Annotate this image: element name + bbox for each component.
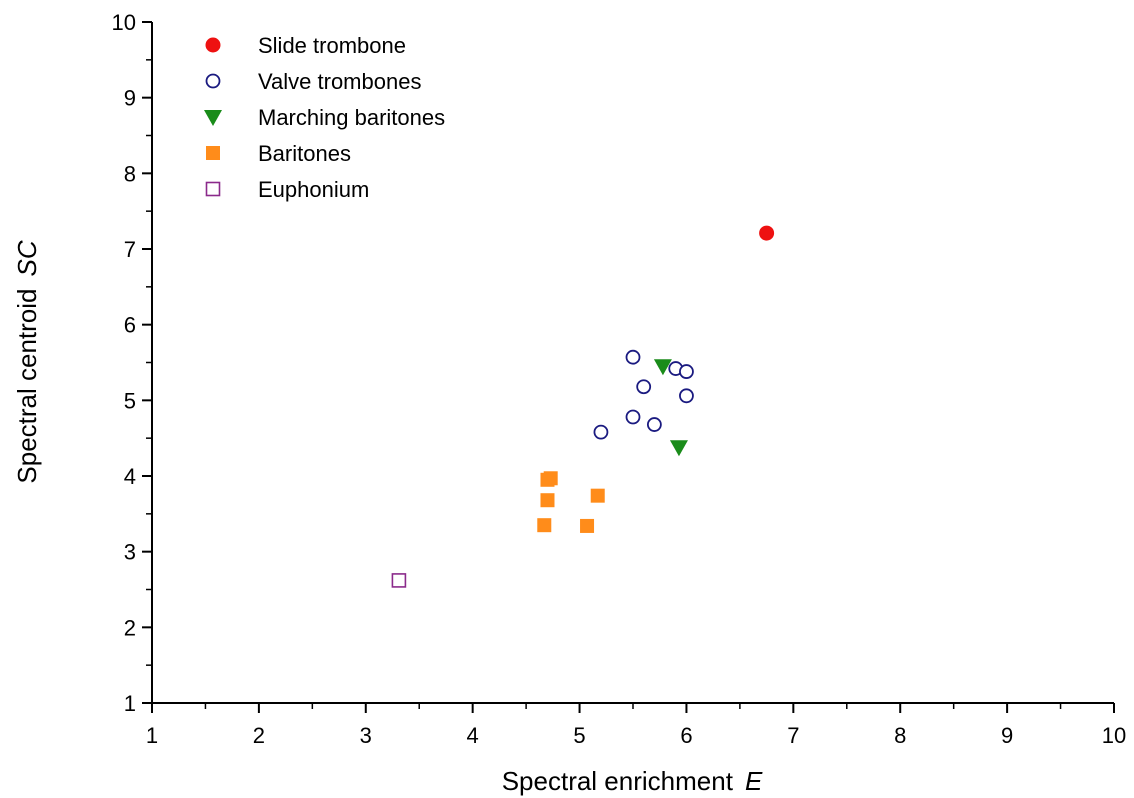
legend-marker (205, 37, 221, 53)
y-tick-label: 5 (124, 388, 136, 413)
legend-label: Slide trombone (258, 33, 406, 58)
x-tick-label: 8 (894, 723, 906, 748)
x-tick-label: 2 (253, 723, 265, 748)
y-axis-label: Spectral centroidSC (12, 240, 42, 483)
data-point (679, 388, 694, 404)
legend-marker (204, 110, 222, 126)
data-point (391, 573, 407, 588)
x-axis-ticks: 1 2 3 4 5 6 7 8 9 10 (146, 703, 1126, 748)
data-point (636, 379, 652, 395)
data-point (593, 424, 609, 440)
y-tick-label: 9 (124, 86, 136, 111)
legend-label: Valve trombones (258, 69, 421, 94)
x-tick-label: 9 (1001, 723, 1013, 748)
x-tick-label: 7 (787, 723, 799, 748)
legend-marker (206, 146, 220, 160)
legend: Slide trombone Valve trombones Marching ba… (204, 33, 445, 202)
data-point (590, 488, 605, 503)
y-tick-label: 3 (124, 540, 136, 565)
y-tick-label: 10 (112, 10, 136, 35)
data-point (580, 518, 595, 533)
data-point (653, 359, 672, 376)
x-tick-label: 4 (467, 723, 479, 748)
y-tick-label: 6 (124, 313, 136, 338)
data-point (759, 225, 775, 241)
data-point (537, 518, 552, 533)
data-points (391, 225, 775, 588)
x-tick-label: 3 (360, 723, 372, 748)
legend-marker (205, 181, 221, 197)
x-axis-label: Spectral enrichment E (502, 766, 763, 796)
data-point (625, 409, 641, 425)
x-tick-label: 1 (146, 723, 158, 748)
legend-label: Marching baritones (258, 105, 445, 130)
x-tick-label: 6 (680, 723, 692, 748)
x-tick-label: 10 (1102, 723, 1126, 748)
data-point (540, 493, 555, 508)
y-tick-label: 7 (124, 237, 136, 262)
data-point (669, 440, 688, 457)
data-point (625, 349, 641, 365)
legend-label: Euphonium (258, 177, 369, 202)
y-tick-label: 1 (124, 691, 136, 716)
y-tick-label: 4 (124, 464, 136, 489)
y-tick-label: 2 (124, 615, 136, 640)
x-tick-label: 5 (573, 723, 585, 748)
data-point (543, 471, 558, 486)
y-axis-ticks: 1 2 3 4 5 6 7 8 9 10 (112, 10, 152, 716)
legend-label: Baritones (258, 141, 351, 166)
y-tick-label: 8 (124, 161, 136, 186)
data-point (679, 364, 694, 379)
data-point (646, 417, 662, 432)
legend-marker (205, 73, 221, 89)
